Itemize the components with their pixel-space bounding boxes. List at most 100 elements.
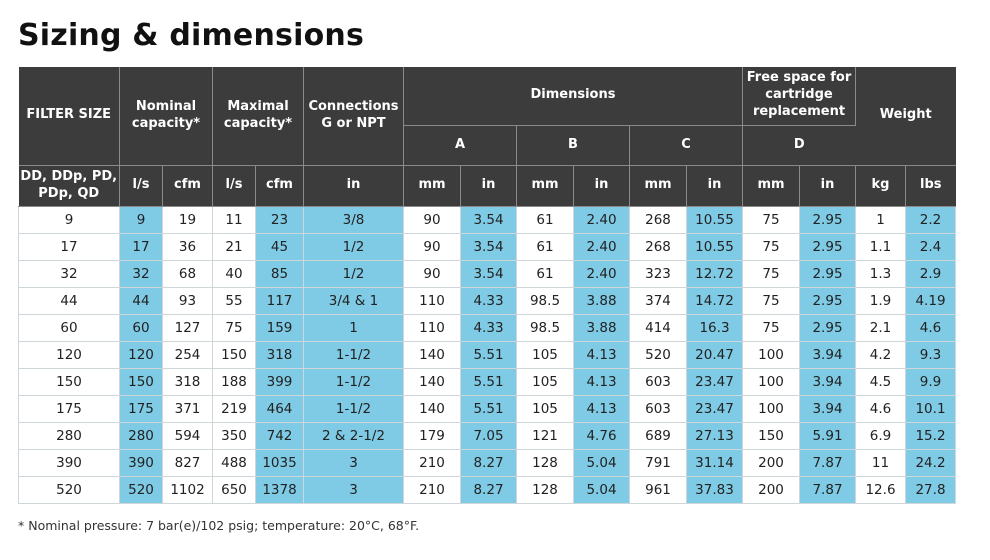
table-cell: 98.5 <box>516 287 574 315</box>
table-cell: 3.94 <box>799 395 856 423</box>
header-dim-d: D <box>742 125 856 166</box>
table-cell: 27.13 <box>686 422 743 450</box>
table-cell: 3.54 <box>460 260 517 288</box>
table-row: 280 280 594 350 742 2 & 2-1/2 179 7.05 121 4.76 68… <box>18 422 956 450</box>
table-cell: 3 <box>303 449 404 477</box>
table-cell: 8.27 <box>460 449 517 477</box>
table-row: 9 9 19 11 23 3/8 90 3.54 61 2.40 268 10.55 75 2.95 1 2.… <box>18 206 956 234</box>
table-cell: 100 <box>742 395 800 423</box>
unit-cell: mm <box>742 165 800 207</box>
table-cell: 23 <box>255 206 304 234</box>
table-cell: 150 <box>212 341 256 369</box>
table-cell: 179 <box>403 422 461 450</box>
table-cell: 1-1/2 <box>303 341 404 369</box>
table-cell: 3.88 <box>573 314 630 342</box>
table-cell: 3/4 & 1 <box>303 287 404 315</box>
table-cell: 210 <box>403 449 461 477</box>
unit-cell: l/s <box>119 165 163 207</box>
unit-cell: in <box>799 165 856 207</box>
page-title: Sizing & dimensions <box>18 18 365 53</box>
table-cell: 2.95 <box>799 260 856 288</box>
unit-cell: mm <box>629 165 687 207</box>
unit-cell: in <box>460 165 517 207</box>
sizing-table: FILTER SIZE Nominal capacity* Maximal ca… <box>18 67 956 504</box>
table-cell: 11 <box>212 206 256 234</box>
table-cell: 268 <box>629 233 687 261</box>
table-cell: 1102 <box>162 476 213 504</box>
table-cell: 1-1/2 <box>303 368 404 396</box>
table-cell: 961 <box>629 476 687 504</box>
table-cell: 68 <box>162 260 213 288</box>
table-cell: 1378 <box>255 476 304 504</box>
table-cell: 520 <box>629 341 687 369</box>
unit-cell: in <box>303 165 404 207</box>
table-cell: 6.9 <box>855 422 906 450</box>
table-cell: 4.13 <box>573 368 630 396</box>
table-cell: 100 <box>742 368 800 396</box>
table-cell: 2.95 <box>799 206 856 234</box>
footnote: * Nominal pressure: 7 bar(e)/102 psig; t… <box>18 518 420 533</box>
table-cell: 12.6 <box>855 476 906 504</box>
table-cell: 4.13 <box>573 395 630 423</box>
table-cell: 5.51 <box>460 395 517 423</box>
table-cell: 61 <box>516 233 574 261</box>
unit-cell: lbs <box>905 165 956 207</box>
unit-cell: in <box>686 165 743 207</box>
header-dim-c: C <box>629 125 743 166</box>
table-cell: 21 <box>212 233 256 261</box>
table-cell: 742 <box>255 422 304 450</box>
table-cell: 210 <box>403 476 461 504</box>
table-row: 175 175 371 219 464 1-1/2 140 5.51 105 4.13 603 23.… <box>18 395 956 423</box>
table-cell: 4.2 <box>855 341 906 369</box>
table-cell: 45 <box>255 233 304 261</box>
table-cell: 105 <box>516 341 574 369</box>
header-nominal-capacity: Nominal capacity* <box>119 67 213 166</box>
table-cell: 2.40 <box>573 233 630 261</box>
table-cell: 14.72 <box>686 287 743 315</box>
table-cell: 175 <box>119 395 163 423</box>
table-cell: 110 <box>403 287 461 315</box>
table-cell: 827 <box>162 449 213 477</box>
header-dim-b: B <box>516 125 630 166</box>
table-cell: 4.33 <box>460 314 517 342</box>
table-cell: 1.3 <box>855 260 906 288</box>
table-cell: 121 <box>516 422 574 450</box>
table-cell: 5.04 <box>573 476 630 504</box>
unit-cell: mm <box>403 165 461 207</box>
table-cell: 350 <box>212 422 256 450</box>
table-cell: 40 <box>212 260 256 288</box>
table-cell: 650 <box>212 476 256 504</box>
table-cell: 318 <box>162 368 213 396</box>
table-row: 32 32 68 40 85 1/2 90 3.54 61 2.40 323 12.72 75 2.95 1… <box>18 260 956 288</box>
table-cell: 520 <box>119 476 163 504</box>
table-cell: 1/2 <box>303 260 404 288</box>
table-cell: 75 <box>742 260 800 288</box>
table-cell: 159 <box>255 314 304 342</box>
table-cell: 23.47 <box>686 368 743 396</box>
table-cell: 150 <box>18 368 120 396</box>
header-weight: Weight <box>855 67 956 166</box>
table-body: 9 9 19 11 23 3/8 90 3.54 61 2.40 268 10.55 75 2.95 1 2.… <box>18 206 956 504</box>
table-cell: 3.54 <box>460 233 517 261</box>
table-cell: 100 <box>742 341 800 369</box>
table-cell: 75 <box>742 314 800 342</box>
table-cell: 603 <box>629 368 687 396</box>
table-cell: 32 <box>119 260 163 288</box>
table-cell: 2 & 2-1/2 <box>303 422 404 450</box>
table-header: FILTER SIZE Nominal capacity* Maximal ca… <box>18 67 956 207</box>
table-cell: 3.54 <box>460 206 517 234</box>
table-cell: 268 <box>629 206 687 234</box>
table-cell: 280 <box>119 422 163 450</box>
table-cell: 2.40 <box>573 206 630 234</box>
table-cell: 5.51 <box>460 341 517 369</box>
table-cell: 150 <box>742 422 800 450</box>
table-cell: 9 <box>119 206 163 234</box>
table-cell: 117 <box>255 287 304 315</box>
table-cell: 7.87 <box>799 449 856 477</box>
table-cell: 85 <box>255 260 304 288</box>
table-cell: 27.8 <box>905 476 956 504</box>
header-models: DD, DDp, PD, PDp, QD <box>18 165 120 207</box>
table-cell: 31.14 <box>686 449 743 477</box>
table-cell: 390 <box>119 449 163 477</box>
table-cell: 323 <box>629 260 687 288</box>
